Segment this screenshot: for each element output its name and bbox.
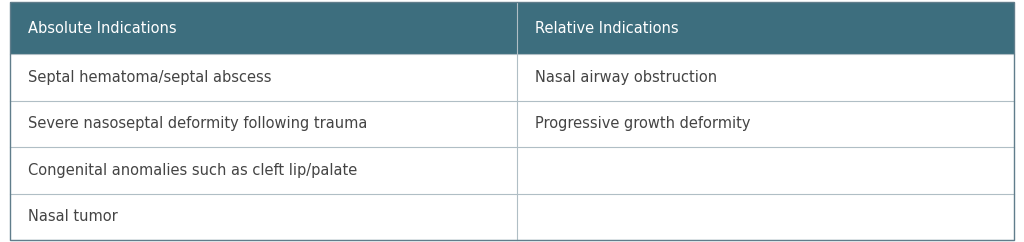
Text: Septal hematoma/septal abscess: Septal hematoma/septal abscess bbox=[28, 70, 271, 85]
Text: Nasal airway obstruction: Nasal airway obstruction bbox=[535, 70, 717, 85]
Text: Severe nasoseptal deformity following trauma: Severe nasoseptal deformity following tr… bbox=[28, 116, 368, 131]
Text: Nasal tumor: Nasal tumor bbox=[28, 209, 118, 224]
Text: Progressive growth deformity: Progressive growth deformity bbox=[535, 116, 751, 131]
Bar bbox=[10, 2, 1014, 54]
Bar bbox=[10, 147, 1014, 194]
Bar bbox=[10, 194, 1014, 240]
Bar bbox=[10, 101, 1014, 147]
Text: Absolute Indications: Absolute Indications bbox=[28, 21, 176, 36]
Text: Congenital anomalies such as cleft lip/palate: Congenital anomalies such as cleft lip/p… bbox=[28, 163, 357, 178]
Text: Relative Indications: Relative Indications bbox=[535, 21, 679, 36]
Bar bbox=[10, 54, 1014, 101]
